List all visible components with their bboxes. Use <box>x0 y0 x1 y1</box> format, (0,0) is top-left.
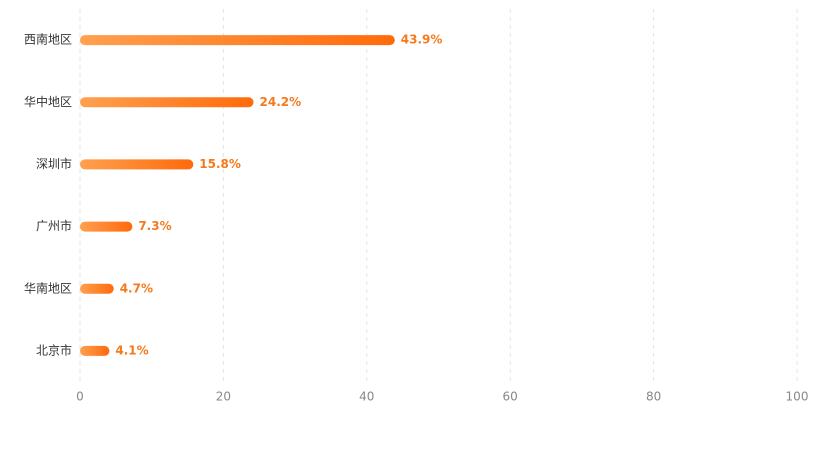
y-tick-label: 北京市 <box>36 342 72 357</box>
x-tick-label: 20 <box>216 390 231 404</box>
x-tick-label: 0 <box>76 390 84 404</box>
value-label: 7.3% <box>138 219 171 233</box>
y-tick-label: 广州市 <box>36 218 72 233</box>
x-tick-label: 40 <box>359 390 374 404</box>
x-tick-label: 100 <box>786 390 809 404</box>
y-tick-label: 西南地区 <box>24 32 72 47</box>
value-label: 15.8% <box>199 157 241 171</box>
value-label: 4.1% <box>115 343 148 357</box>
bar <box>80 221 133 232</box>
bar <box>80 345 110 356</box>
bar <box>80 283 114 294</box>
bar <box>80 159 194 170</box>
bar <box>80 35 395 46</box>
value-label: 4.7% <box>120 281 153 295</box>
y-tick-label: 华中地区 <box>24 94 72 109</box>
y-tick-label: 华南地区 <box>24 280 72 295</box>
bar <box>80 97 254 108</box>
y-tick-label: 深圳市 <box>36 156 72 171</box>
value-label: 24.2% <box>260 95 302 109</box>
value-label: 43.9% <box>401 33 443 47</box>
x-tick-label: 80 <box>646 390 661 404</box>
x-tick-label: 60 <box>503 390 518 404</box>
